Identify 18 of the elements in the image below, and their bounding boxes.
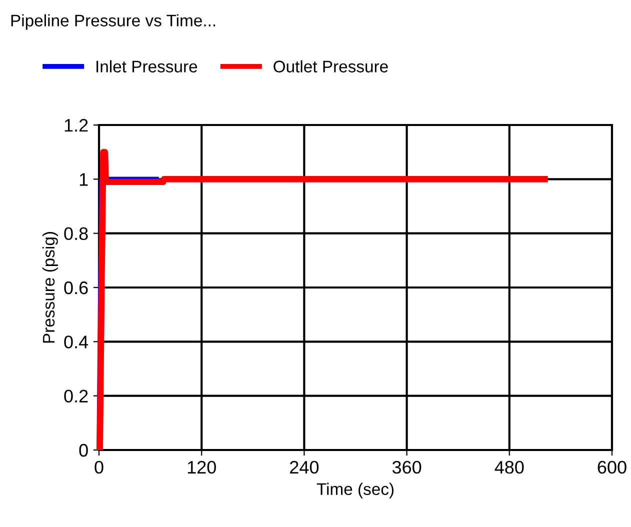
y-tick-label: 1	[80, 173, 88, 186]
y-tick-label: 1.2	[64, 118, 88, 132]
y-tick-label: 0.2	[64, 390, 88, 403]
y-tick-label: 0.4	[64, 336, 88, 348]
y-tick-label: 0	[79, 444, 88, 457]
y-tick-label: 0.8	[64, 227, 88, 240]
chart-title: Pipeline Pressure vs Time...	[11, 14, 216, 30]
x-tick-label: 240	[290, 460, 319, 474]
x-tick-label: 120	[188, 460, 216, 474]
x-tick-label: 0	[94, 460, 104, 474]
x-tick-label: 480	[494, 460, 524, 474]
y-tick-label: 0.6	[64, 281, 88, 294]
legend-label: Outlet Pressure	[274, 60, 388, 72]
x-tick-label: 360	[392, 460, 422, 474]
x-axis-title: Time (sec)	[316, 482, 394, 498]
y-axis-title: Pressure (psig)	[42, 232, 58, 343]
legend-label: Inlet Pressure	[96, 60, 198, 72]
x-tick-label: 600	[598, 460, 626, 474]
